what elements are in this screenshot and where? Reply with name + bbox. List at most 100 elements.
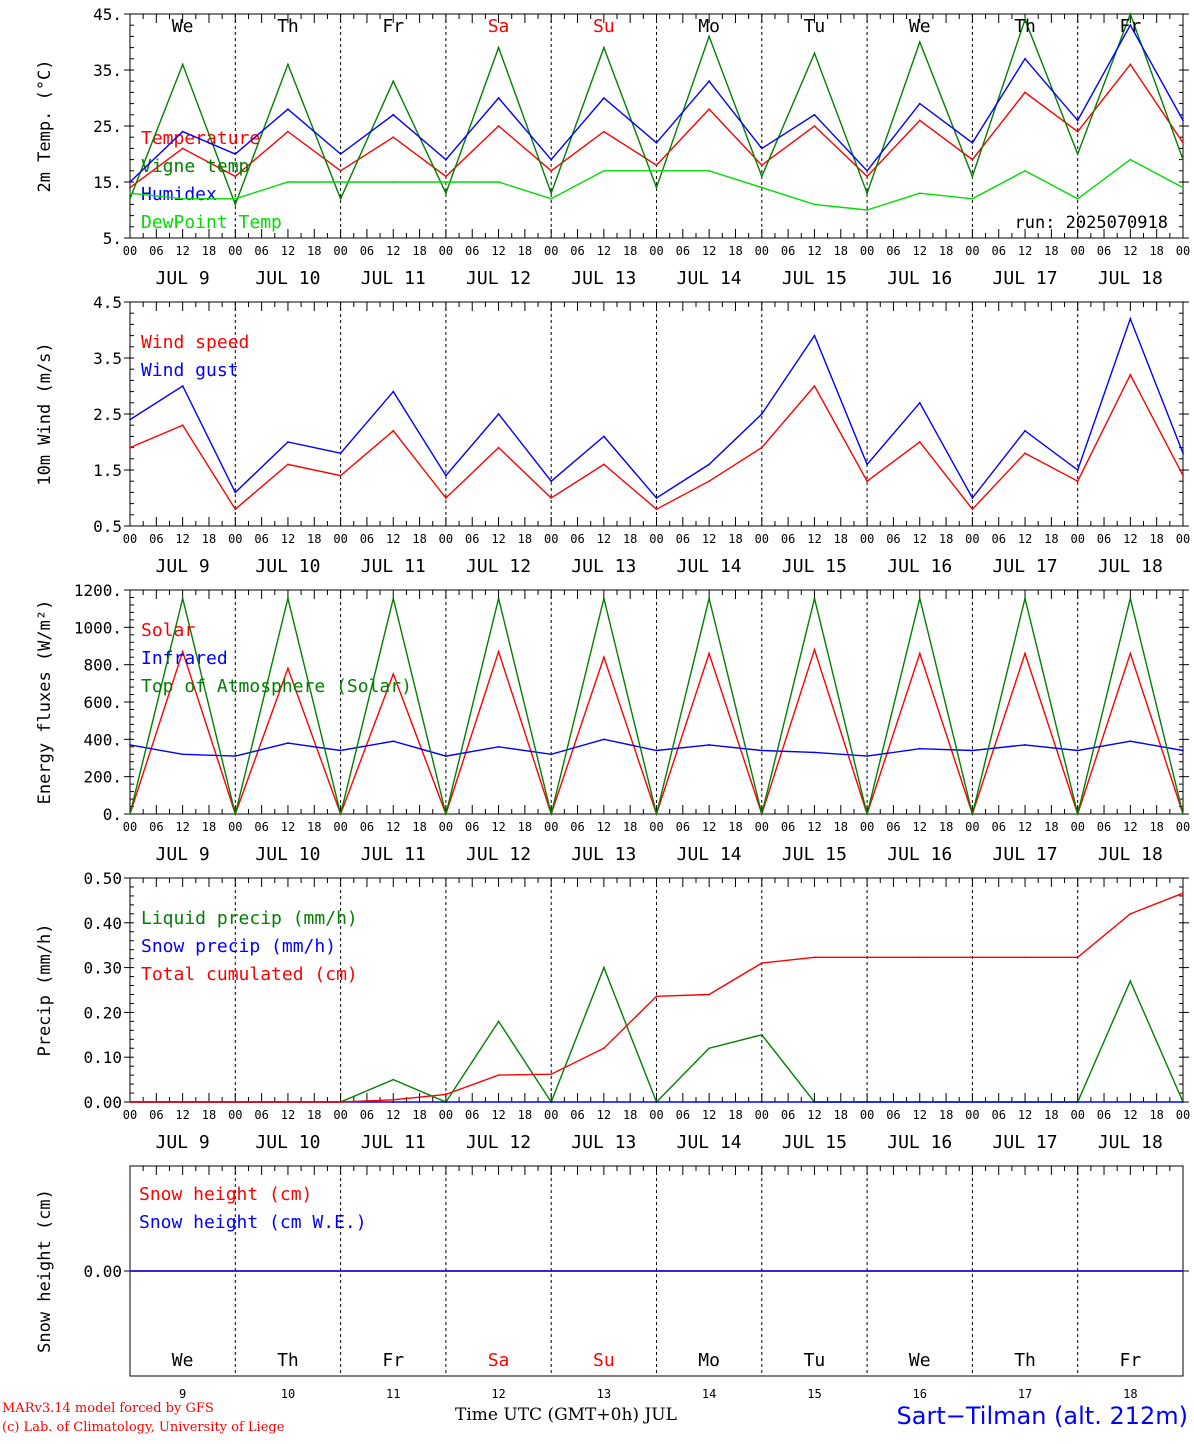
data-point — [1076, 153, 1079, 155]
data-point — [392, 113, 395, 116]
data-point — [602, 46, 605, 49]
date-label: JUL 11 — [361, 844, 426, 865]
weekday-label: Th — [277, 16, 299, 37]
date-label: JUL 18 — [1098, 556, 1163, 577]
hour-tick-label: 00 — [860, 532, 874, 546]
hour-tick-label: 18 — [307, 532, 321, 546]
data-point — [234, 1101, 237, 1103]
hour-tick-label: 18 — [412, 820, 426, 834]
data-point — [129, 192, 131, 195]
data-point — [1024, 169, 1026, 172]
data-point — [866, 956, 868, 959]
hour-tick-label: 12 — [913, 244, 927, 258]
hour-tick-label: 06 — [465, 1108, 479, 1122]
data-point — [813, 385, 816, 387]
data-point — [760, 175, 763, 178]
hour-tick-label: 06 — [886, 532, 900, 546]
data-point — [708, 463, 711, 466]
hour-tick-label: 00 — [755, 532, 769, 546]
hour-tick-label: 12 — [386, 820, 400, 834]
day-number-label: 15 — [807, 1387, 821, 1401]
data-point — [550, 497, 553, 499]
data-point — [497, 597, 500, 600]
data-point — [550, 1073, 553, 1076]
data-point — [287, 463, 289, 466]
hour-tick-label: 12 — [807, 532, 821, 546]
hour-tick-label: 06 — [781, 1108, 795, 1122]
data-point — [181, 753, 184, 756]
data-point — [708, 993, 711, 996]
data-point — [813, 125, 816, 127]
hour-tick-label: 12 — [807, 820, 821, 834]
weekday-label: Fr — [1120, 16, 1142, 37]
hour-tick-label: 06 — [1097, 244, 1111, 258]
hour-tick-label: 00 — [860, 820, 874, 834]
data-point — [602, 97, 605, 99]
data-point — [918, 597, 921, 600]
hour-tick-label: 18 — [728, 532, 742, 546]
date-label: JUL 15 — [782, 268, 847, 289]
data-point — [602, 597, 605, 600]
data-point — [971, 1101, 974, 1103]
hour-tick-label: 12 — [1123, 820, 1137, 834]
hour-tick-label: 06 — [360, 820, 374, 834]
data-point — [1182, 892, 1184, 895]
data-point — [1024, 652, 1026, 655]
y-tick-label: 15. — [93, 173, 122, 192]
data-point — [1182, 749, 1184, 752]
run-label: run: 2025070918 — [1014, 213, 1168, 233]
date-label: JUL 12 — [466, 844, 531, 865]
date-label: JUL 12 — [466, 556, 531, 577]
hour-tick-label: 00 — [965, 820, 979, 834]
hour-tick-label: 12 — [281, 532, 295, 546]
data-point — [339, 169, 342, 172]
data-point — [971, 508, 974, 511]
data-point — [971, 497, 974, 499]
hour-tick-label: 00 — [333, 820, 347, 834]
y-tick-label: 400. — [83, 730, 122, 749]
hour-tick-label: 00 — [123, 820, 137, 834]
data-point — [708, 744, 711, 746]
data-point — [1182, 158, 1184, 161]
hour-tick-label: 12 — [281, 820, 295, 834]
hour-tick-label: 06 — [781, 820, 795, 834]
hour-tick-label: 12 — [491, 532, 505, 546]
date-label: JUL 16 — [887, 268, 952, 289]
y-tick-label: 3.5 — [93, 349, 122, 368]
hour-tick-label: 00 — [333, 244, 347, 258]
data-point — [181, 650, 184, 653]
hour-tick-label: 06 — [1097, 820, 1111, 834]
data-point — [550, 1101, 553, 1103]
data-point — [602, 463, 605, 466]
data-point — [129, 1270, 131, 1272]
data-point — [866, 480, 868, 483]
hour-tick-label: 06 — [991, 1108, 1005, 1122]
data-point — [287, 130, 289, 133]
hour-tick-label: 12 — [597, 244, 611, 258]
hour-tick-label: 12 — [386, 532, 400, 546]
hour-tick-label: 06 — [465, 244, 479, 258]
data-point — [129, 744, 131, 746]
data-point — [181, 385, 184, 387]
data-point — [918, 401, 921, 404]
data-point — [655, 169, 658, 172]
hour-tick-label: 00 — [965, 1108, 979, 1122]
data-point — [129, 1101, 131, 1103]
y-tick-label: 1000. — [74, 618, 122, 637]
y-tick-label: 45. — [93, 5, 122, 24]
hour-tick-label: 06 — [781, 532, 795, 546]
data-point — [234, 508, 237, 511]
weekday-label: Th — [1014, 16, 1036, 37]
data-point — [392, 740, 395, 743]
data-point — [918, 102, 921, 105]
weekday-label: Tu — [804, 1350, 826, 1371]
date-label: JUL 16 — [887, 556, 952, 577]
data-point — [1024, 91, 1026, 94]
date-label: JUL 12 — [466, 1132, 531, 1153]
data-point — [760, 1101, 763, 1103]
data-point — [234, 175, 237, 178]
data-point — [287, 1101, 289, 1103]
data-point — [655, 749, 658, 752]
